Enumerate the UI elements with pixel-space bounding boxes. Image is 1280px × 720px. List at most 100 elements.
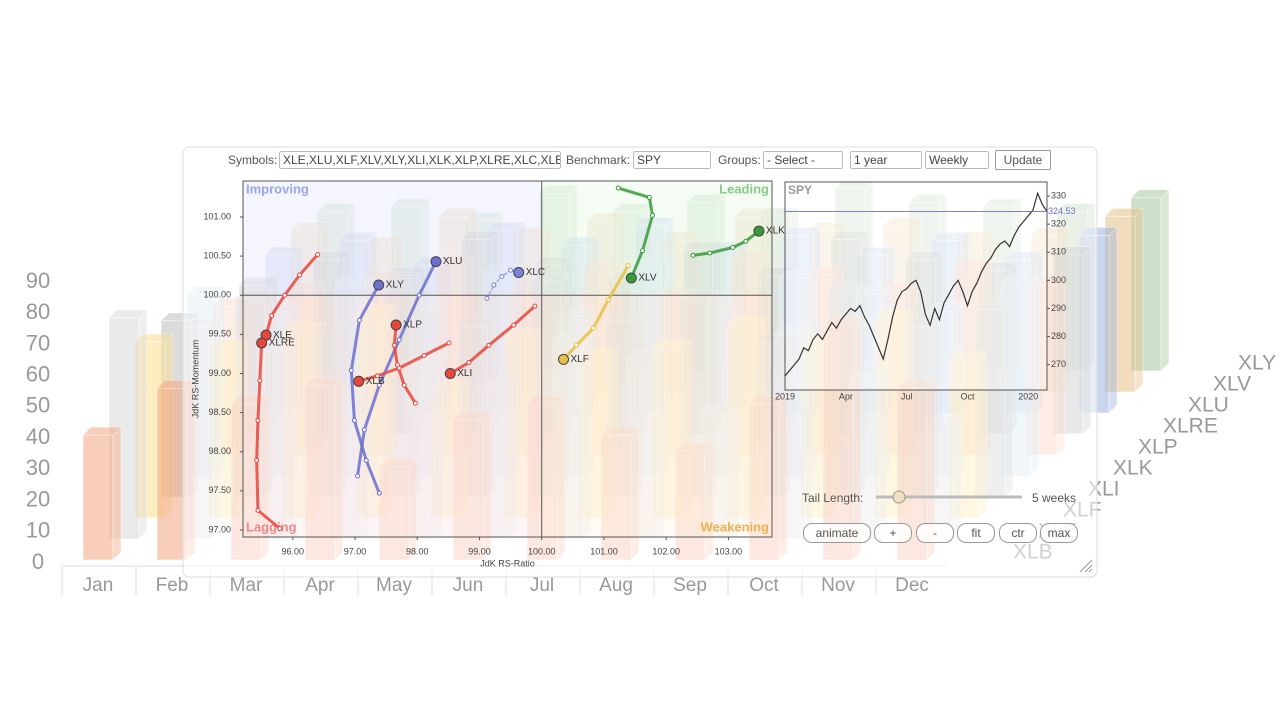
rrg-point <box>532 303 538 309</box>
rrg-tail <box>255 341 282 530</box>
series-label: XLP <box>1138 436 1178 459</box>
rrg-point <box>356 317 362 323</box>
y-tick-label: 99.00 <box>208 368 231 378</box>
x-tick-label: Apr <box>839 391 853 401</box>
period-select[interactable]: 1 year <box>850 151 922 169</box>
rrg-head <box>256 337 268 349</box>
y-tick-label: 270 <box>1051 359 1066 369</box>
rrg-point <box>255 507 261 513</box>
rrg-head <box>558 353 570 365</box>
rrg-point <box>277 525 283 531</box>
y-tick-label: 40 <box>26 424 50 449</box>
bar <box>1130 197 1162 372</box>
quadrant-label: Lagging <box>246 519 297 534</box>
slider-thumb[interactable] <box>892 490 906 504</box>
groups-label: Groups: <box>718 153 761 167</box>
rrg-point <box>615 185 621 191</box>
x-tick-label: 99.00 <box>468 546 491 556</box>
plot-frame <box>242 180 773 538</box>
rrg-head <box>373 279 385 291</box>
x-tick-label: May <box>376 575 412 596</box>
y-tick-label: 60 <box>26 361 50 386</box>
x-tick-label: Sep <box>673 575 707 596</box>
y-tick-label: 10 <box>26 518 50 543</box>
rrg-point <box>374 373 380 379</box>
benchmark-input[interactable]: SPY <box>633 151 711 169</box>
x-tick-label: 103.00 <box>715 546 743 556</box>
y-tick-label: 100.50 <box>203 250 231 260</box>
x-tick-label: 96.00 <box>282 546 305 556</box>
groups-select[interactable]: - Select - <box>763 151 843 169</box>
bar <box>1104 216 1136 393</box>
bar-3d <box>1104 207 1144 393</box>
inset-title: SPY <box>788 183 812 197</box>
toolbar-button[interactable]: max <box>1040 523 1078 543</box>
rrg-tail <box>356 260 438 478</box>
rrg-point <box>640 248 646 254</box>
quadrant-label: Improving <box>246 181 309 196</box>
y-tick-label: 50 <box>26 393 50 418</box>
frequency-select[interactable]: Weekly <box>925 151 989 169</box>
rrg-point <box>730 245 736 251</box>
y-tick-label: 90 <box>26 268 50 293</box>
x-tick-label: Oct <box>749 575 779 596</box>
x-tick-label: 97.00 <box>344 546 367 556</box>
y-tick-label: 30 <box>26 455 50 480</box>
rrg-point <box>605 297 611 303</box>
toolbar-button[interactable]: ctr <box>999 523 1037 543</box>
series-label: XLK <box>1113 457 1153 480</box>
toolbar-button[interactable]: + <box>874 523 912 543</box>
x-tick-label: 98.00 <box>406 546 429 556</box>
x-tick-label: Nov <box>821 575 855 596</box>
bar-side <box>138 309 148 540</box>
bar-side <box>1134 207 1144 393</box>
toolbar-button[interactable]: - <box>916 523 954 543</box>
toolbar-button[interactable]: fit <box>957 523 995 543</box>
quadrant-lagging <box>243 295 542 537</box>
rrg-point <box>297 272 303 278</box>
y-tick-label: 100.00 <box>203 290 231 300</box>
rrg-point <box>508 267 514 273</box>
rrg-point <box>351 417 357 423</box>
symbols-input[interactable]: XLE,XLU,XLF,XLV,XLY,XLI,XLK,XLP,XLRE,XLC… <box>279 151 561 169</box>
x-tick-label: Dec <box>895 575 929 596</box>
x-tick-label: Jul <box>901 391 913 401</box>
x-tick-label: Feb <box>156 575 189 596</box>
y-tick-label: 0 <box>32 549 44 574</box>
rrg-point <box>499 273 505 279</box>
rrg-tail <box>349 283 381 495</box>
rrg-label: XLP <box>403 320 422 331</box>
y-tick-label: 20 <box>26 486 50 511</box>
y-tick-label: 97.00 <box>208 524 231 534</box>
rrg-label: XLV <box>638 273 656 284</box>
bar-side <box>112 426 122 561</box>
rrg-point <box>574 342 580 348</box>
rrg-head <box>353 375 365 387</box>
x-tick-label: 102.00 <box>652 546 680 556</box>
bar-3d <box>1130 189 1170 372</box>
rrg-point <box>282 292 288 298</box>
rrg-point <box>376 382 382 388</box>
series-label: XLU <box>1188 394 1229 417</box>
widget-panel <box>182 146 1098 578</box>
rrg-point <box>315 252 321 258</box>
rrg-point <box>363 457 369 463</box>
x-axis-title: JdK RS-Ratio <box>480 558 535 568</box>
rrg-point <box>446 340 452 346</box>
update-button[interactable]: Update <box>995 150 1051 170</box>
rrg-point <box>412 400 418 406</box>
y-tick-label: 310 <box>1051 247 1066 257</box>
rrg-point <box>376 490 382 496</box>
toolbar-button[interactable]: animate <box>803 523 871 543</box>
x-tick-label: Jan <box>83 575 114 596</box>
rrg-label: XLE <box>273 330 292 341</box>
tail-value: 5 weeks <box>1032 491 1077 505</box>
rrg-point <box>396 365 402 371</box>
bar-side <box>1108 226 1118 414</box>
symbols-label: Symbols: <box>228 153 278 167</box>
rrg-label: XLY <box>386 280 404 291</box>
rrg-point <box>396 337 402 343</box>
x-tick-label: Oct <box>960 391 975 401</box>
